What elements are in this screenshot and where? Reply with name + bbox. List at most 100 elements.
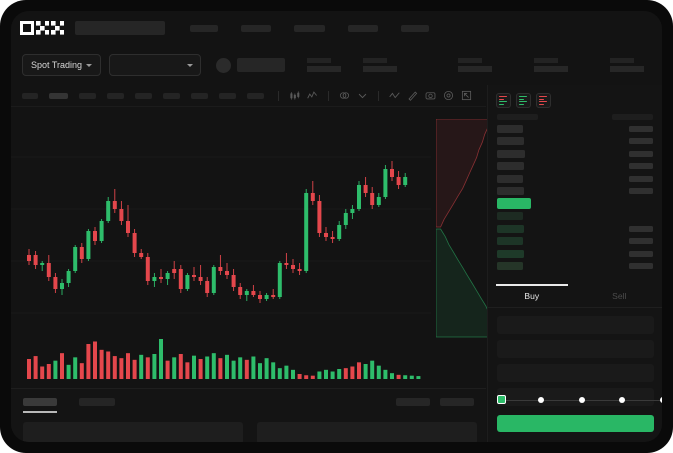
tf-9[interactable] [247, 92, 264, 99]
candle-body [185, 275, 190, 289]
chevron-down-icon[interactable] [357, 90, 368, 101]
instrument-bar: Spot Trading [11, 45, 662, 85]
tf-4[interactable] [107, 92, 124, 99]
candlestick-chart-icon[interactable] [289, 90, 300, 101]
slider-stop-25[interactable] [537, 396, 544, 403]
stat-right-value [534, 66, 568, 72]
orderbook-bid-row[interactable] [497, 224, 653, 233]
nav-item-1[interactable] [190, 24, 218, 32]
orderbook-bid-row[interactable] [497, 249, 653, 258]
orderbook-bid-row[interactable] [497, 262, 653, 271]
indicators-icon[interactable] [307, 90, 318, 101]
amount-slider[interactable] [497, 394, 662, 406]
compare-icon[interactable] [339, 90, 350, 101]
orderbook-amount-header [612, 114, 653, 120]
nav-item-5[interactable] [401, 24, 429, 32]
chart-settings-icon[interactable] [443, 90, 454, 101]
positions-tab[interactable] [79, 398, 115, 406]
orderbook-price-bar [497, 187, 524, 195]
buy-submit-button[interactable] [497, 415, 654, 432]
orderbook-mode-bids[interactable] [516, 93, 531, 108]
volume-bar [40, 366, 45, 379]
order-amount-field[interactable] [497, 340, 654, 358]
candle-body [264, 295, 269, 299]
orderbook-mode-bar [499, 101, 507, 103]
tf-3[interactable] [79, 92, 96, 99]
volume-bar [383, 369, 388, 379]
drawing-tools-icon[interactable] [407, 90, 418, 101]
nav-item-2[interactable] [241, 24, 271, 32]
order-price-field[interactable] [497, 316, 654, 334]
orderbook-ask-row[interactable] [497, 149, 653, 158]
candle-body [66, 271, 71, 283]
last-price-group [216, 57, 286, 73]
candle-body [258, 295, 262, 299]
volume-bar [79, 363, 84, 379]
tab-sell-label: Sell [612, 290, 627, 301]
orderbook-bid-row[interactable] [497, 237, 653, 246]
tf-5[interactable] [135, 92, 152, 99]
volume-bar [211, 353, 216, 379]
orderbook-ask-row[interactable] [497, 124, 653, 133]
fullscreen-chart-icon[interactable] [461, 90, 472, 101]
candle-body [178, 269, 183, 289]
best-price-row[interactable] [497, 198, 653, 209]
orderbook-mode-switcher [488, 85, 662, 108]
camera-icon[interactable] [425, 90, 436, 101]
tf-2[interactable] [49, 92, 68, 99]
orders-tab[interactable] [23, 398, 57, 406]
nav-item-4[interactable] [348, 24, 378, 32]
logo-k-glyph [35, 21, 49, 35]
tf-1[interactable] [22, 92, 38, 99]
tab-buy[interactable]: Buy [488, 284, 576, 307]
orderbook-amount-cell [629, 263, 653, 269]
orderbook-price-bar [497, 124, 523, 133]
tf-6[interactable] [163, 92, 180, 99]
volume-bar [198, 359, 203, 379]
candle-body [119, 209, 124, 221]
search-input[interactable] [75, 21, 165, 35]
bp-action-2[interactable] [440, 398, 474, 406]
okx-logo[interactable] [20, 21, 64, 36]
stat-left-value [363, 66, 398, 72]
orderbook-price-bar [497, 162, 524, 170]
order-extra-field[interactable] [497, 388, 654, 406]
trading-pair-dropdown[interactable] [109, 54, 202, 76]
volume-bar [324, 369, 328, 379]
price-chart[interactable] [11, 107, 494, 388]
orderbook-amount-cell [629, 125, 653, 132]
orderbook-ask-row[interactable] [497, 187, 653, 196]
tf-8[interactable] [219, 92, 236, 99]
market-type-dropdown[interactable]: Spot Trading [22, 54, 102, 76]
orderbook-mode-asks[interactable] [536, 93, 551, 108]
orderbook-column-headers [488, 108, 662, 120]
slider-stop-100[interactable] [660, 396, 662, 403]
orderbook-ask-row[interactable] [497, 162, 653, 171]
orderbook-amount-cell [629, 150, 653, 157]
stat-left-label [363, 58, 388, 63]
slider-stop-50[interactable] [578, 396, 585, 403]
tab-sell[interactable]: Sell [576, 284, 663, 307]
line-chart-icon[interactable] [389, 90, 400, 101]
stat-right-label [458, 58, 482, 63]
candle-body [27, 255, 31, 261]
slider-handle[interactable] [497, 395, 506, 404]
orderbook-mode-bar [539, 101, 547, 103]
best-price-bar [497, 198, 531, 209]
volume-bar [46, 364, 51, 379]
orderbook-ask-row[interactable] [497, 174, 653, 183]
candle-body [231, 275, 236, 287]
order-total-field[interactable] [497, 364, 654, 382]
candle-body [205, 281, 210, 293]
tf-7[interactable] [191, 92, 208, 99]
orderbook-mode-both[interactable] [496, 93, 511, 108]
slider-stop-75[interactable] [619, 396, 626, 403]
nav-item-3[interactable] [294, 24, 325, 32]
volume-bar [132, 359, 137, 379]
orderbook-ask-row[interactable] [497, 137, 653, 146]
stat-right-label [534, 58, 558, 63]
volume-bar [93, 341, 97, 379]
bp-action-1[interactable] [396, 398, 430, 406]
last-price-value [237, 58, 286, 72]
orderbook-bid-row[interactable] [497, 212, 653, 221]
